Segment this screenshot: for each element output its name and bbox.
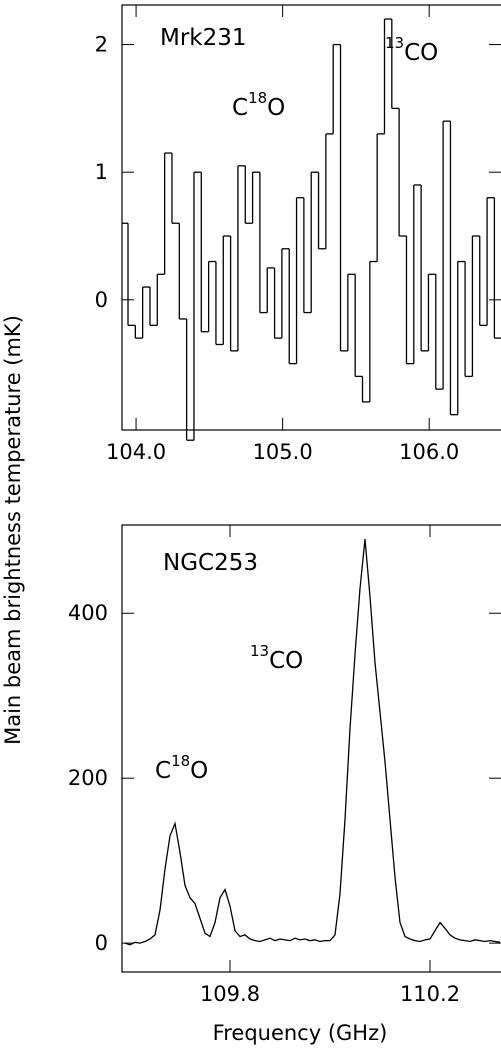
annotation-after: O <box>190 758 208 784</box>
spectrum-line <box>124 538 501 946</box>
x-tick-label: 104.0 <box>106 440 166 464</box>
panel-title: NGC253 <box>163 550 258 576</box>
x-axis-label: Frequency (GHz) <box>213 1021 388 1045</box>
y-tick-label: 200 <box>68 766 108 790</box>
x-tick-label: 106.0 <box>399 440 459 464</box>
annotation: C18O <box>155 752 208 784</box>
annotation-sup: 18 <box>248 89 267 107</box>
x-tick-label: 109.8 <box>200 982 260 1006</box>
annotation: 13CO <box>250 642 303 674</box>
annotation: 13CO <box>385 34 438 66</box>
annotation-after: CO <box>269 648 303 674</box>
y-tick-label: 0 <box>95 931 108 955</box>
x-tick-label: 105.0 <box>253 440 313 464</box>
y-tick-label: 400 <box>68 601 108 625</box>
annotation-sup: 13 <box>385 34 404 52</box>
y-tick-label: 1 <box>95 160 108 184</box>
annotation-sup: 18 <box>171 752 190 770</box>
x-tick-label: 110.2 <box>400 982 460 1006</box>
annotation-base: C <box>232 95 248 121</box>
y-axis-label: Main beam brightness temperature (mK) <box>1 315 25 745</box>
y-tick-label: 0 <box>95 288 108 312</box>
plot-frame <box>121 4 501 431</box>
annotation-base: C <box>155 758 171 784</box>
annotation-after: O <box>267 95 285 121</box>
plot-frame <box>121 524 501 973</box>
annotation-after: CO <box>404 40 438 66</box>
y-tick-label: 2 <box>95 33 108 57</box>
annotation: C18O <box>232 89 285 121</box>
annotation-sup: 13 <box>250 642 269 660</box>
panel-title: Mrk231 <box>160 25 247 51</box>
